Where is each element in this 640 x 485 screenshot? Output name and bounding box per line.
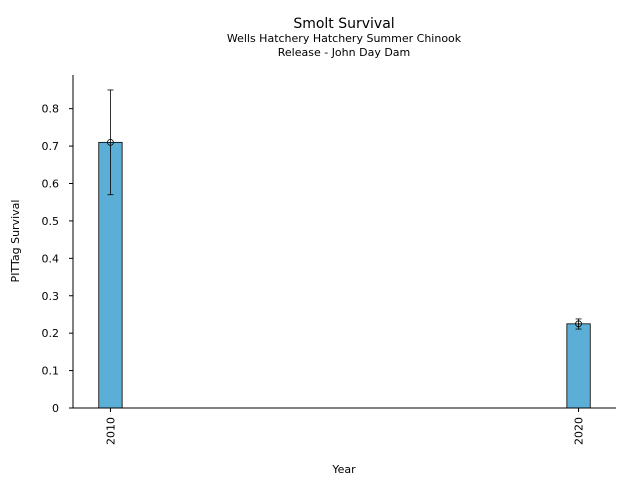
y-tick-label: 0.6 [42,178,60,191]
y-tick-label: 0.5 [42,215,60,228]
plot-area [98,89,591,409]
chart-subtitle-line-2: Release - John Day Dam [278,46,411,59]
point-marker-2010 [107,138,114,146]
y-tick-label: 0.3 [42,290,60,303]
y-axis-ticks: 0 0.1 0.2 0.3 0.4 0.5 0.6 0.7 0.8 [42,103,73,415]
x-axis-ticks: 2010 2020 [104,408,586,445]
x-tick-label: 2010 [104,417,117,445]
y-tick-label: 0.4 [42,252,60,265]
x-axis-label: Year [331,463,356,476]
bar-2020 [566,323,591,409]
y-tick-label: 0.7 [42,140,60,153]
point-marker-2020 [575,320,582,328]
chart-subtitle-line-1: Wells Hatchery Hatchery Summer Chinook [227,32,462,45]
chart-title: Smolt Survival [293,16,394,32]
x-tick-label: 2020 [573,417,586,445]
y-tick-label: 0.8 [42,103,60,116]
y-tick-label: 0 [52,402,59,415]
y-tick-label: 0.2 [42,327,60,340]
y-tick-label: 0.1 [42,365,60,378]
y-axis-label: PITTag Survival [9,200,22,283]
